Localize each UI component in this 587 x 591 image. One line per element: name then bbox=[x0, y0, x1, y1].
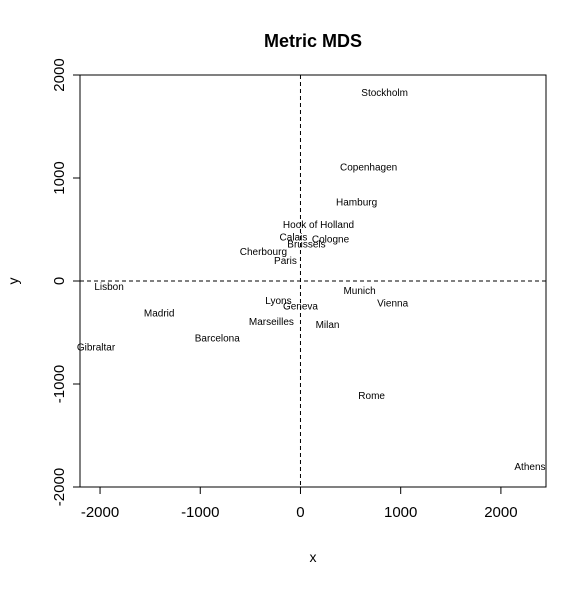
data-point-label: Calais bbox=[280, 232, 308, 243]
x-axis-label: x bbox=[310, 549, 317, 565]
y-tick-label: -2000 bbox=[51, 468, 68, 506]
y-tick-label: 2000 bbox=[51, 58, 68, 91]
data-point-label: Barcelona bbox=[195, 333, 240, 344]
y-tick-label: 1000 bbox=[51, 161, 68, 194]
x-tick-label: -2000 bbox=[81, 504, 119, 521]
data-point-label: Munich bbox=[343, 286, 375, 297]
y-tick-label: 0 bbox=[51, 277, 68, 285]
data-point-label: Madrid bbox=[144, 309, 175, 320]
x-tick-label: -1000 bbox=[181, 504, 219, 521]
data-point-label: Cherbourg bbox=[240, 247, 287, 258]
data-point-label: Brussels bbox=[287, 240, 325, 251]
data-point-label: Rome bbox=[358, 391, 385, 402]
chart-layer: -2000 -1000 0 1000 2000 -2000 -1000 0 1000 2000 St… bbox=[51, 58, 547, 521]
chart-title: Metric MDS bbox=[264, 31, 362, 51]
data-point-label: Paris bbox=[274, 256, 297, 267]
data-point-label: Hook of Holland bbox=[283, 220, 354, 231]
data-point-label: Milan bbox=[316, 320, 340, 331]
data-point-label: Copenhagen bbox=[340, 162, 397, 173]
data-point-label: Hamburg bbox=[336, 197, 377, 208]
y-axis-label: y bbox=[5, 278, 21, 285]
x-tick-label: 2000 bbox=[484, 504, 517, 521]
data-point-label: Lisbon bbox=[94, 282, 123, 293]
data-point-label: Marseilles bbox=[249, 317, 294, 328]
data-point-label: Lyons bbox=[265, 296, 291, 307]
data-point-label: Cologne bbox=[312, 234, 350, 245]
y-tick-label: -1000 bbox=[51, 365, 68, 403]
data-point-label: Athens bbox=[514, 462, 545, 473]
data-point-label: Gibraltar bbox=[77, 343, 116, 354]
x-tick-label: 1000 bbox=[384, 504, 417, 521]
data-point-label: Geneva bbox=[283, 301, 318, 312]
x-tick-label: 0 bbox=[296, 504, 304, 521]
data-point-label: Stockholm bbox=[361, 88, 408, 99]
data-point-label: Vienna bbox=[377, 298, 408, 309]
